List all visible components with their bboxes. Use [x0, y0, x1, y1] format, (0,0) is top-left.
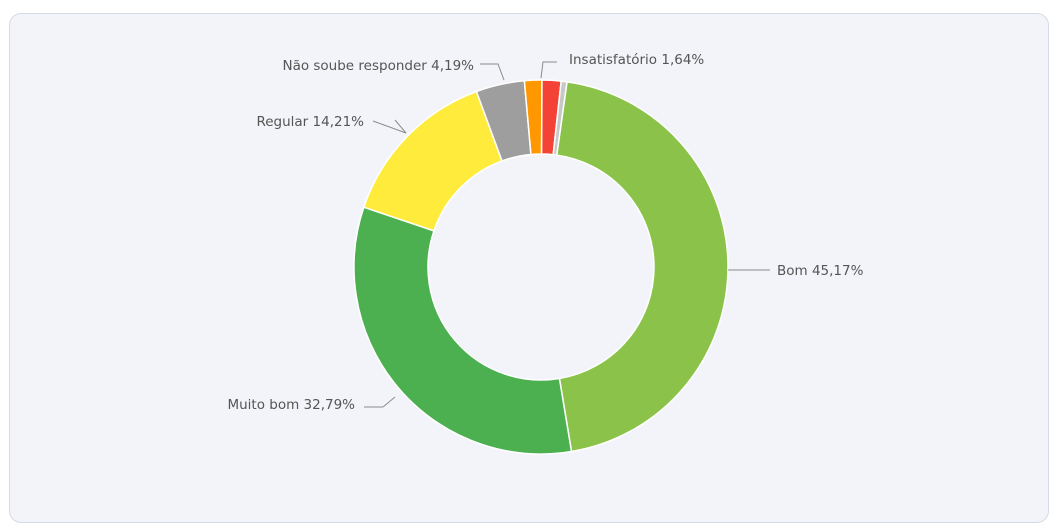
label-nao-soube-responder: Não soube responder 4,19% — [282, 58, 474, 74]
donut-slices — [353, 79, 729, 455]
label-bom: Bom 45,17% — [777, 263, 864, 279]
leader-nao-soube-responder — [480, 63, 505, 81]
leader-muito-bom — [364, 396, 396, 408]
slice-muito-bom[interactable] — [353, 206, 573, 455]
leader-regular — [372, 119, 407, 134]
label-insatisfatorio: Insatisfatório 1,64% — [569, 52, 704, 68]
label-muito-bom: Muito bom 32,79% — [227, 397, 355, 413]
label-regular: Regular 14,21% — [256, 114, 364, 130]
slice-regular[interactable] — [362, 90, 503, 232]
slice-outros[interactable] — [552, 80, 568, 156]
slice-bom[interactable] — [555, 80, 729, 453]
leader-insatisfatorio — [540, 61, 557, 79]
leader-lines — [364, 61, 770, 408]
